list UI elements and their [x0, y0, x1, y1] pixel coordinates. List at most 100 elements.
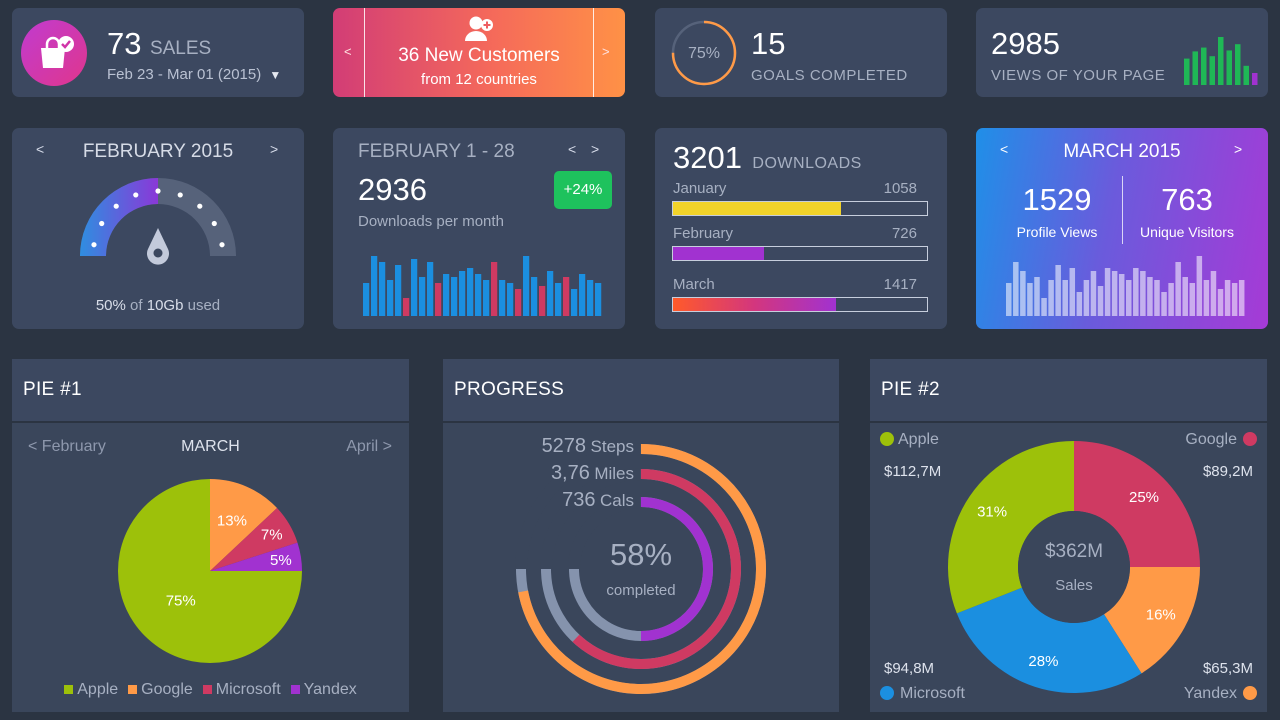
downloads-month-bar: [571, 289, 578, 316]
cals-value: 736: [562, 489, 596, 511]
sales-date-range-select[interactable]: Feb 23 - Mar 01 (2015) ▼: [107, 66, 281, 83]
march-bar: [1090, 271, 1097, 316]
downloads-row-fill: [673, 247, 765, 260]
downloads-count: 3201: [673, 140, 742, 175]
progress-rings: [515, 443, 766, 694]
downloads-month-bar: [531, 277, 538, 316]
pie2-slice-label: 16%: [1146, 607, 1176, 624]
downloads-month-bar: [395, 265, 402, 316]
views-bar: [1235, 44, 1241, 85]
downloads-month-bar: [475, 274, 482, 316]
downloads-month-label: Downloads per month: [358, 213, 504, 230]
march-next-button[interactable]: >: [1234, 141, 1243, 157]
march-bar: [1210, 271, 1217, 316]
march-bar: [1097, 286, 1104, 316]
march-bar: [1126, 280, 1132, 316]
chevron-left-icon: <: [344, 44, 352, 59]
storage-next-button[interactable]: >: [270, 141, 279, 157]
pie2-center-label: Sales: [1055, 577, 1093, 594]
downloads-label: DOWNLOADS: [752, 155, 862, 172]
storage-prev-button[interactable]: <: [36, 141, 45, 157]
cals-unit: Cals: [599, 491, 634, 510]
unique-visitors-label: Unique Visitors: [1140, 224, 1234, 240]
march-prev-button[interactable]: <: [1000, 141, 1009, 157]
storage-usage: 50% of 10Gb used: [12, 297, 304, 314]
downloads-month-bar: [443, 274, 450, 316]
downloads-row-track: [672, 297, 928, 312]
apple-dot: [880, 432, 894, 446]
chevron-right-icon: >: [602, 44, 610, 59]
march-bar: [1182, 277, 1188, 316]
downloads-month-bar: [563, 277, 570, 316]
views-bar: [1218, 37, 1224, 85]
downloads-month-bar: [595, 283, 602, 316]
march-bar: [1020, 271, 1026, 316]
progress-ring-fill: [640, 497, 713, 641]
progress-percent-label: completed: [606, 582, 676, 599]
march-bar: [1013, 262, 1019, 316]
downloads-month-bar: [491, 262, 498, 316]
pie1-next-month-link[interactable]: April >: [346, 438, 392, 455]
customers-line1: 36 New Customers: [398, 45, 560, 66]
pie2-slice-yandex: [1104, 567, 1200, 674]
cals-readout: 736 Cals: [562, 489, 634, 512]
pie1-title: PIE #1: [23, 379, 82, 400]
downloads-row-label: January: [673, 180, 727, 197]
gauge-dot: [113, 203, 119, 209]
pie1-legend-google: Google: [128, 681, 193, 698]
goals-percent: 75%: [687, 45, 721, 62]
progress-ring-gap: [568, 496, 642, 570]
pie1-chart: 13% 7% 5% 75%: [118, 479, 302, 663]
pie1-prev-month-link[interactable]: < February: [28, 438, 106, 455]
downloads-month-prev-button[interactable]: <: [568, 141, 577, 157]
goals-ring: [671, 20, 737, 86]
downloads-month-chart: [363, 256, 602, 316]
gauge-dot: [177, 192, 183, 198]
downloads-month-bar: [451, 277, 458, 316]
customers-next-button[interactable]: >: [593, 8, 625, 97]
apple-amount: $112,7M: [884, 463, 942, 480]
storage-title: FEBRUARY 2015: [82, 141, 234, 162]
march-bar: [1048, 280, 1054, 316]
march-bar: [1161, 292, 1167, 316]
march-bar: [1168, 283, 1174, 316]
downloads-row-label: February: [673, 225, 734, 242]
pie1-slice-label: 5%: [270, 552, 292, 569]
downloads-month-bar: [587, 280, 594, 316]
downloads-month-bar: [467, 268, 474, 316]
downloads-month-bar: [403, 298, 410, 316]
march-divider: [1122, 176, 1123, 244]
downloads-month-bar: [363, 283, 370, 316]
legend-apple-label: Apple: [898, 431, 939, 448]
gauge-dot: [99, 220, 105, 227]
views-count: 2985: [991, 26, 1060, 61]
pie1-slice-label: 7%: [261, 526, 283, 543]
storage-gauge: [80, 178, 236, 265]
downloads-row-value: 1058: [883, 180, 917, 197]
downloads-card: 3201 DOWNLOADS January 1058 February 726 Mar…: [655, 128, 947, 329]
march-bar: [1083, 280, 1090, 316]
views-card: 2985 VIEWS OF YOUR PAGE: [976, 8, 1268, 97]
legend-swatch: [290, 685, 300, 694]
customers-prev-button[interactable]: <: [333, 8, 365, 97]
steps-readout: 5278 Steps: [542, 435, 634, 458]
progress-percent: 58%: [609, 537, 673, 572]
downloads-month-next-button[interactable]: >: [591, 141, 600, 157]
downloads-month-bar: [507, 283, 514, 316]
march-bar: [1111, 271, 1118, 316]
march-chart: [1006, 256, 1245, 316]
march-bar: [1140, 271, 1146, 316]
downloads-month-bar: [547, 271, 554, 316]
unique-visitors-count: 763: [1161, 182, 1213, 217]
downloads-month-bar: [483, 280, 490, 316]
pie1-legend: Apple Google Microsoft Yandex: [12, 681, 409, 699]
downloads-row-label: March: [673, 276, 715, 293]
progress-ring-gap: [515, 443, 641, 570]
pie2-hole: [1018, 511, 1130, 623]
views-label: VIEWS OF YOUR PAGE: [991, 67, 1166, 84]
pie2-slice-label: 28%: [1028, 653, 1058, 670]
gauge-dot: [91, 242, 97, 248]
views-mini-chart: [1184, 37, 1258, 85]
march-bar: [1118, 274, 1125, 316]
march-bar: [1062, 280, 1068, 316]
